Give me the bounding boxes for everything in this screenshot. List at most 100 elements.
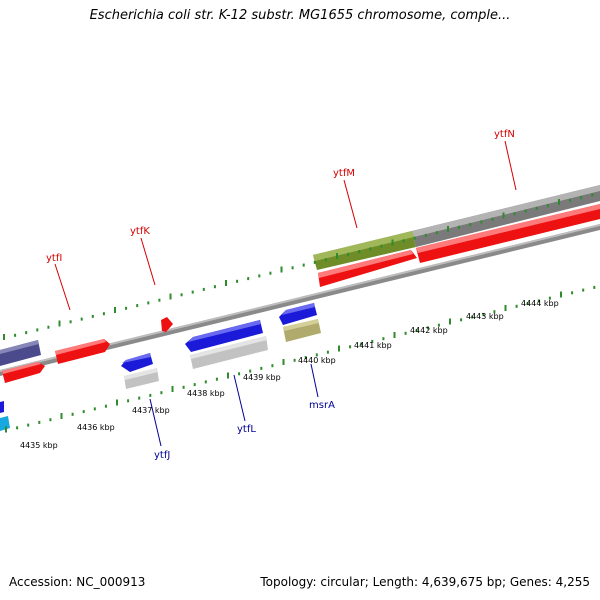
minor-tick — [349, 345, 352, 349]
minor-tick — [271, 364, 274, 368]
minor-tick — [27, 423, 30, 427]
major-tick — [558, 199, 560, 205]
minor-tick — [480, 220, 483, 224]
minor-tick — [458, 225, 461, 229]
gene-arrow-ytfK — [161, 317, 173, 332]
gene-arrow-ytfI — [55, 339, 110, 364]
gene-label-ytfJ[interactable]: ytfJ — [154, 450, 170, 461]
minor-tick — [571, 291, 574, 295]
gene-label-ytfL[interactable]: ytfL — [237, 424, 256, 435]
minor-tick — [14, 333, 17, 337]
minor-tick — [413, 236, 416, 240]
minor-tick — [80, 317, 83, 321]
minor-tick — [435, 231, 438, 235]
gene-arrow-ytfM-shine — [313, 231, 414, 261]
minor-tick — [102, 312, 105, 316]
gene-label-ytfK[interactable]: ytfK — [130, 226, 150, 237]
gene-arrow-cyan-edge — [0, 416, 10, 431]
minor-tick — [569, 198, 572, 202]
minor-tick — [535, 206, 538, 210]
minor-tick — [182, 385, 185, 389]
leader-line — [310, 363, 319, 398]
major-tick — [171, 386, 174, 392]
gene-label-msrA[interactable]: msrA — [309, 400, 335, 411]
leader-line — [233, 374, 246, 422]
minor-tick — [471, 315, 474, 319]
minor-tick — [36, 328, 39, 332]
minor-tick — [548, 296, 551, 300]
minor-tick — [260, 366, 263, 370]
gene-label-ytfM[interactable]: ytfM — [333, 168, 355, 179]
minor-tick — [91, 314, 94, 318]
minor-tick — [104, 404, 107, 408]
major-tick — [5, 426, 7, 433]
scale-label: 4437 kbp — [132, 406, 170, 415]
minor-tick — [380, 244, 383, 248]
gene-arrow-red-left-shine — [2, 362, 41, 374]
major-tick — [225, 280, 227, 286]
scale-label: 4444 kbp — [521, 299, 559, 308]
minor-tick — [593, 285, 596, 289]
major-tick — [58, 320, 61, 327]
gene-arrow-msrA — [283, 319, 321, 342]
minor-tick — [215, 377, 218, 381]
leader-line — [149, 398, 162, 447]
bottom-gene-labels: ytfJ ytfL msrA — [149, 363, 335, 461]
minor-tick — [313, 260, 316, 264]
gene-arrow-red-left — [2, 362, 45, 383]
accession-label: Accession: NC_000913 — [9, 575, 146, 589]
gene-arrow-blue-edge — [0, 401, 4, 413]
minor-tick — [402, 239, 405, 243]
major-tick — [227, 372, 229, 379]
scale-label: 4438 kbp — [187, 389, 225, 398]
minor-tick — [426, 326, 429, 330]
minor-tick — [38, 420, 41, 424]
minor-tick — [147, 301, 150, 305]
gene-arrow-ytfJ-shine — [124, 368, 158, 380]
minor-tick — [16, 426, 19, 430]
gene-label-ytfN[interactable]: ytfN — [494, 129, 515, 140]
scale-label: 4436 kbp — [77, 423, 115, 432]
minor-tick — [293, 358, 296, 362]
minor-tick — [238, 372, 241, 376]
minor-tick — [582, 288, 585, 292]
scale-label: 4435 kbp — [20, 441, 58, 450]
minor-tick — [491, 217, 494, 221]
major-tick — [502, 212, 505, 219]
major-tick — [280, 266, 283, 273]
gene-arrows — [0, 185, 600, 431]
major-tick — [116, 399, 118, 406]
scale-label: 4441 kbp — [354, 341, 392, 350]
minor-tick — [415, 329, 418, 333]
scale-label: 4439 kbp — [243, 373, 281, 382]
leader-line — [504, 140, 517, 191]
minor-tick — [580, 196, 583, 200]
minor-tick — [482, 312, 485, 316]
major-tick — [336, 253, 338, 259]
minor-tick — [324, 258, 327, 262]
gene-arrow-blue-c-shine — [122, 353, 151, 363]
map-title: Escherichia coli str. K-12 substr. MG165… — [89, 8, 511, 23]
gene-label-ytfI[interactable]: ytfI — [46, 253, 62, 264]
minor-tick — [537, 299, 540, 303]
minor-tick — [358, 250, 361, 254]
minor-tick — [138, 396, 141, 400]
major-tick — [338, 345, 340, 352]
backbone-highlight — [0, 224, 600, 372]
minor-tick — [269, 271, 272, 275]
gene-arrow-blue-b-shine — [188, 320, 261, 342]
scale-label: 4442 kbp — [410, 326, 448, 335]
minor-tick — [82, 410, 85, 414]
minor-tick — [71, 412, 74, 416]
gene-arrow-blue-a-shine — [282, 303, 315, 315]
gene-arrow-red-b-shine — [318, 250, 413, 278]
lower-tick-row — [5, 285, 596, 433]
minor-tick — [360, 342, 363, 346]
minor-tick — [149, 393, 152, 397]
minor-tick — [204, 380, 207, 384]
scale-labels: 4435 kbp 4436 kbp 4437 kbp 4438 kbp 4439… — [20, 299, 559, 450]
minor-tick — [291, 266, 294, 270]
major-tick — [3, 334, 5, 340]
minor-tick — [202, 287, 205, 291]
